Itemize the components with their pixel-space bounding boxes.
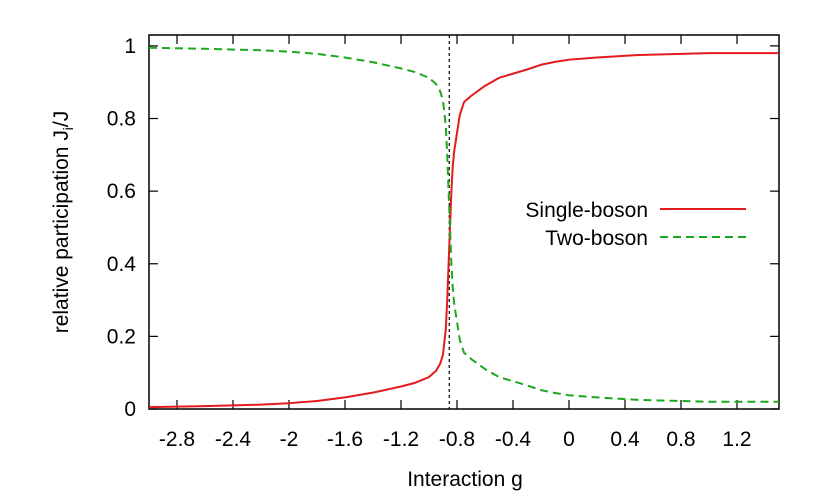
y-tick-label: 0.4 xyxy=(107,253,137,276)
y-tick-label: 1 xyxy=(124,35,136,58)
tick-label-group: -2.8 -2.4 -2 -1.6 -1.2 -0.8 -0.4 0 0.4 0.8 1.2 0 0.2… xyxy=(107,35,752,451)
x-tick-label: -2 xyxy=(280,428,299,451)
x-tick-label: -2.8 xyxy=(159,428,195,451)
series-line-single-boson xyxy=(148,52,779,409)
x-tick-label: -0.8 xyxy=(439,428,475,451)
legend-label-two-boson: Two-boson xyxy=(545,227,648,250)
x-tick-label: 0.8 xyxy=(666,428,695,451)
y-axis-title-suffix: /J xyxy=(50,111,73,127)
y-axis-title-main: relative participation J xyxy=(50,130,73,333)
x-axis-title: Interaction g xyxy=(407,468,523,491)
plot-frame-group xyxy=(148,34,780,410)
series-group xyxy=(148,46,779,409)
legend: Single-boson Two-boson xyxy=(525,199,746,250)
y-axis-title-subscript: i xyxy=(60,127,76,130)
y-axis-title: relative participation Ji/J xyxy=(50,111,76,334)
x-tick-label: 0.4 xyxy=(610,428,640,451)
y-tick-label: 0 xyxy=(124,398,136,421)
plot-frame xyxy=(148,34,780,410)
y-tick-label: 0.2 xyxy=(107,325,136,348)
y-tick-label: 0.6 xyxy=(107,180,136,203)
legend-label-single-boson: Single-boson xyxy=(525,199,648,222)
x-tick-label: -2.4 xyxy=(215,428,252,451)
tick-group xyxy=(149,35,779,410)
series-line-two-boson xyxy=(148,46,779,403)
x-tick-label: 0 xyxy=(563,428,575,451)
x-tick-label: -1.6 xyxy=(327,428,363,451)
y-tick-label: 0.8 xyxy=(107,108,136,131)
x-tick-label: -0.4 xyxy=(495,428,532,451)
x-tick-label: 1.2 xyxy=(722,428,751,451)
x-tick-label: -1.2 xyxy=(383,428,419,451)
